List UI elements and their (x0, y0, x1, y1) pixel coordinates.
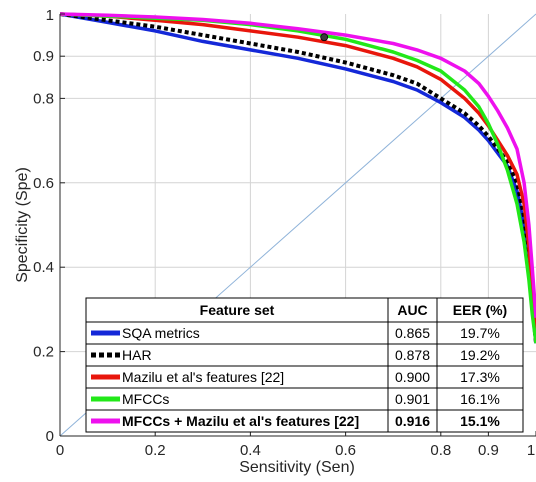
y-tick-label: 1 (46, 7, 54, 24)
series-line-4 (59, 12, 536, 318)
legend-eer-4: 15.1% (460, 413, 500, 429)
legend-header-auc: AUC (397, 302, 427, 318)
x-tick-label: 0.2 (145, 442, 166, 459)
legend-auc-3: 0.901 (395, 391, 430, 407)
series-group (59, 12, 536, 344)
legend-label-3: MFCCs (122, 391, 169, 407)
x-tick-label: 1 (527, 442, 535, 459)
legend-eer-0: 19.7% (460, 325, 500, 341)
x-tick-label: 0.9 (478, 442, 499, 459)
series-line-2 (59, 12, 536, 335)
legend-header-feature: Feature set (200, 302, 275, 318)
y-axis-label: Specificity (Spe) (14, 167, 31, 283)
legend-label-0: SQA metrics (122, 325, 200, 341)
legend-auc-0: 0.865 (395, 325, 430, 341)
legend-table: Feature set AUC EER (%) SQA metrics 0.865 19.… (85, 297, 524, 433)
y-tick-label: 0.6 (33, 175, 54, 192)
y-tick-label: 0.4 (33, 259, 54, 276)
legend-header-eer: EER (%) (453, 302, 507, 318)
legend-auc-2: 0.900 (395, 369, 430, 385)
marker-point (320, 33, 329, 42)
legend-eer-1: 19.2% (460, 347, 500, 363)
series-line-0 (59, 12, 536, 344)
legend-eer-3: 16.1% (460, 391, 500, 407)
legend-auc-1: 0.878 (395, 347, 430, 363)
x-tick-label: 0.4 (240, 442, 261, 459)
x-tick-label: 0.6 (335, 442, 356, 459)
series-line-1 (59, 12, 536, 344)
y-tick-label: 0.9 (33, 48, 54, 65)
legend-label-4: MFCCs + Mazilu et al's features [22] (122, 413, 359, 429)
x-tick-label: 0 (56, 442, 64, 459)
y-tick-label: 0 (46, 428, 54, 445)
legend-auc-4: 0.916 (395, 413, 430, 429)
legend-box (85, 297, 524, 433)
axes: 0 0.2 0.4 0.6 0.8 0.9 1 0 0.2 0.4 0.6 0.8 0.9 1 (33, 7, 536, 459)
legend-label-2: Mazilu et al's features [22] (122, 369, 284, 385)
legend-eer-2: 17.3% (460, 369, 500, 385)
x-axis-label: Sensitivity (Sen) (239, 459, 355, 476)
legend-label-1: HAR (122, 347, 152, 363)
y-tick-label: 0.2 (33, 344, 54, 361)
y-tick-label: 0.8 (33, 90, 54, 107)
x-tick-label: 0.8 (430, 442, 451, 459)
